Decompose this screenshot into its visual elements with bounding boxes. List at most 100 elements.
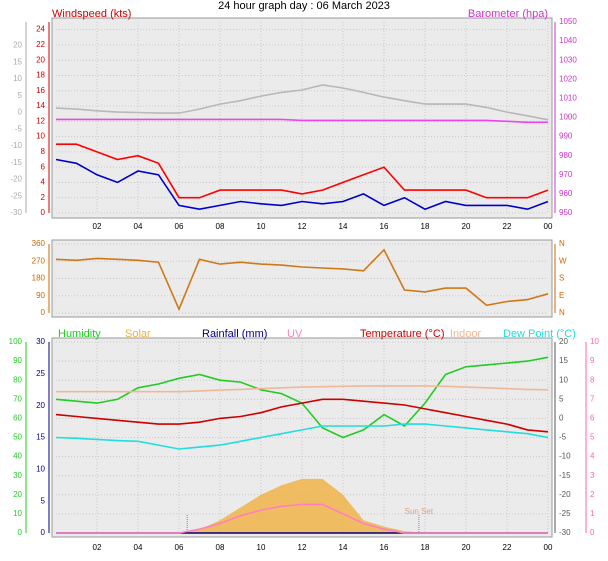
tick-label: 15 bbox=[36, 433, 45, 442]
x-tick-label: 08 bbox=[216, 543, 225, 552]
series-area bbox=[56, 478, 548, 533]
x-tick-label: 12 bbox=[298, 222, 307, 231]
tick-label: -25 bbox=[10, 191, 22, 200]
tick-label: 30 bbox=[36, 337, 45, 346]
x-tick-label: 18 bbox=[421, 222, 430, 231]
x-tick-label: 22 bbox=[503, 543, 512, 552]
x-tick-label: 04 bbox=[134, 222, 143, 231]
tick-label: 0 bbox=[41, 528, 46, 537]
tick-label: 0 bbox=[590, 528, 595, 537]
tick-label: 1020 bbox=[559, 74, 577, 83]
legend-entry: Rainfall (mm) bbox=[202, 328, 267, 340]
tick-label: 180 bbox=[32, 274, 46, 283]
tick-label: W bbox=[559, 256, 567, 265]
tick-label: 5 bbox=[590, 433, 595, 442]
legend-entry: Temperature (°C) bbox=[360, 328, 444, 340]
tick-label: -20 bbox=[10, 175, 22, 184]
series-line bbox=[55, 423, 549, 450]
x-tick-label: 10 bbox=[257, 543, 266, 552]
tick-label: 10 bbox=[13, 74, 22, 83]
tick-label: 20 bbox=[13, 41, 22, 50]
x-tick-label: 16 bbox=[380, 543, 389, 552]
series-line bbox=[55, 158, 549, 211]
legend-entry: UV bbox=[287, 328, 303, 340]
tick-label: 22 bbox=[36, 40, 45, 49]
y-axis-title: Windspeed (kts) bbox=[52, 8, 131, 20]
tick-label: 3 bbox=[590, 471, 595, 480]
series-line bbox=[55, 248, 549, 312]
legend-entry: Dew Point (°C) bbox=[503, 328, 576, 340]
tick-label: N bbox=[559, 308, 565, 317]
tick-label: 12 bbox=[36, 116, 45, 125]
tick-label: 1 bbox=[590, 509, 595, 518]
tick-label: -15 bbox=[10, 158, 22, 167]
tick-label: -5 bbox=[15, 124, 23, 133]
x-tick-label: 02 bbox=[93, 543, 102, 552]
tick-label: 10 bbox=[559, 375, 568, 384]
tick-label: -10 bbox=[559, 452, 571, 461]
tick-label: S bbox=[559, 274, 564, 283]
tick-label: E bbox=[559, 291, 564, 300]
tick-label: 18 bbox=[36, 71, 45, 80]
series-line bbox=[56, 385, 549, 393]
legend-entry: Solar bbox=[125, 328, 151, 340]
tick-label: 8 bbox=[41, 147, 46, 156]
tick-label: -5 bbox=[559, 433, 567, 442]
tick-label: 80 bbox=[13, 375, 22, 384]
tick-label: 7 bbox=[590, 394, 595, 403]
x-tick-label: 22 bbox=[503, 222, 512, 231]
tick-label: -30 bbox=[559, 528, 571, 537]
tick-label: 960 bbox=[559, 189, 573, 198]
tick-label: 0 bbox=[18, 528, 23, 537]
series-line bbox=[56, 503, 548, 534]
tick-label: 100 bbox=[9, 337, 23, 346]
tick-label: 8 bbox=[590, 375, 595, 384]
x-tick-label: 20 bbox=[462, 543, 471, 552]
x-tick-label: 12 bbox=[298, 543, 307, 552]
tick-label: 1000 bbox=[559, 113, 577, 122]
tick-label: 14 bbox=[36, 101, 45, 110]
x-tick-label: 06 bbox=[175, 543, 184, 552]
x-tick-label: 00 bbox=[544, 543, 553, 552]
tick-label: 20 bbox=[13, 490, 22, 499]
tick-label: 10 bbox=[36, 464, 45, 473]
x-tick-label: 14 bbox=[339, 543, 348, 552]
tick-label: 10 bbox=[590, 337, 599, 346]
series-line bbox=[56, 143, 549, 199]
tick-label: 20 bbox=[36, 55, 45, 64]
tick-label: 0 bbox=[18, 108, 23, 117]
tick-label: 6 bbox=[590, 414, 595, 423]
x-tick-label: 18 bbox=[421, 543, 430, 552]
tick-label: 24 bbox=[36, 25, 45, 34]
tick-label: 0 bbox=[41, 208, 46, 217]
tick-label: 1030 bbox=[559, 55, 577, 64]
tick-label: 4 bbox=[41, 178, 46, 187]
tick-label: 0 bbox=[559, 414, 564, 423]
tick-label: -20 bbox=[559, 490, 571, 499]
tick-label: 970 bbox=[559, 170, 573, 179]
tick-label: 30 bbox=[13, 471, 22, 480]
x-tick-label: 20 bbox=[462, 222, 471, 231]
tick-label: 990 bbox=[559, 132, 573, 141]
tick-label: 15 bbox=[13, 57, 22, 66]
tick-label: 270 bbox=[32, 256, 46, 265]
tick-label: -10 bbox=[10, 141, 22, 150]
series-line bbox=[55, 84, 549, 121]
x-tick-label: 14 bbox=[339, 222, 348, 231]
tick-label: 1050 bbox=[559, 17, 577, 26]
series-line bbox=[56, 118, 548, 124]
tick-label: -15 bbox=[559, 471, 571, 480]
tick-label: 980 bbox=[559, 151, 573, 160]
tick-label: 90 bbox=[13, 356, 22, 365]
series-line bbox=[55, 398, 549, 433]
tick-label: 0 bbox=[41, 308, 46, 317]
tick-label: 5 bbox=[18, 91, 23, 100]
tick-label: 2 bbox=[41, 193, 46, 202]
x-tick-label: 00 bbox=[544, 222, 553, 231]
tick-label: 6 bbox=[41, 162, 46, 171]
tick-label: 360 bbox=[32, 239, 46, 248]
x-tick-label: 16 bbox=[380, 222, 389, 231]
tick-label: 40 bbox=[13, 452, 22, 461]
tick-label: 5 bbox=[559, 394, 564, 403]
